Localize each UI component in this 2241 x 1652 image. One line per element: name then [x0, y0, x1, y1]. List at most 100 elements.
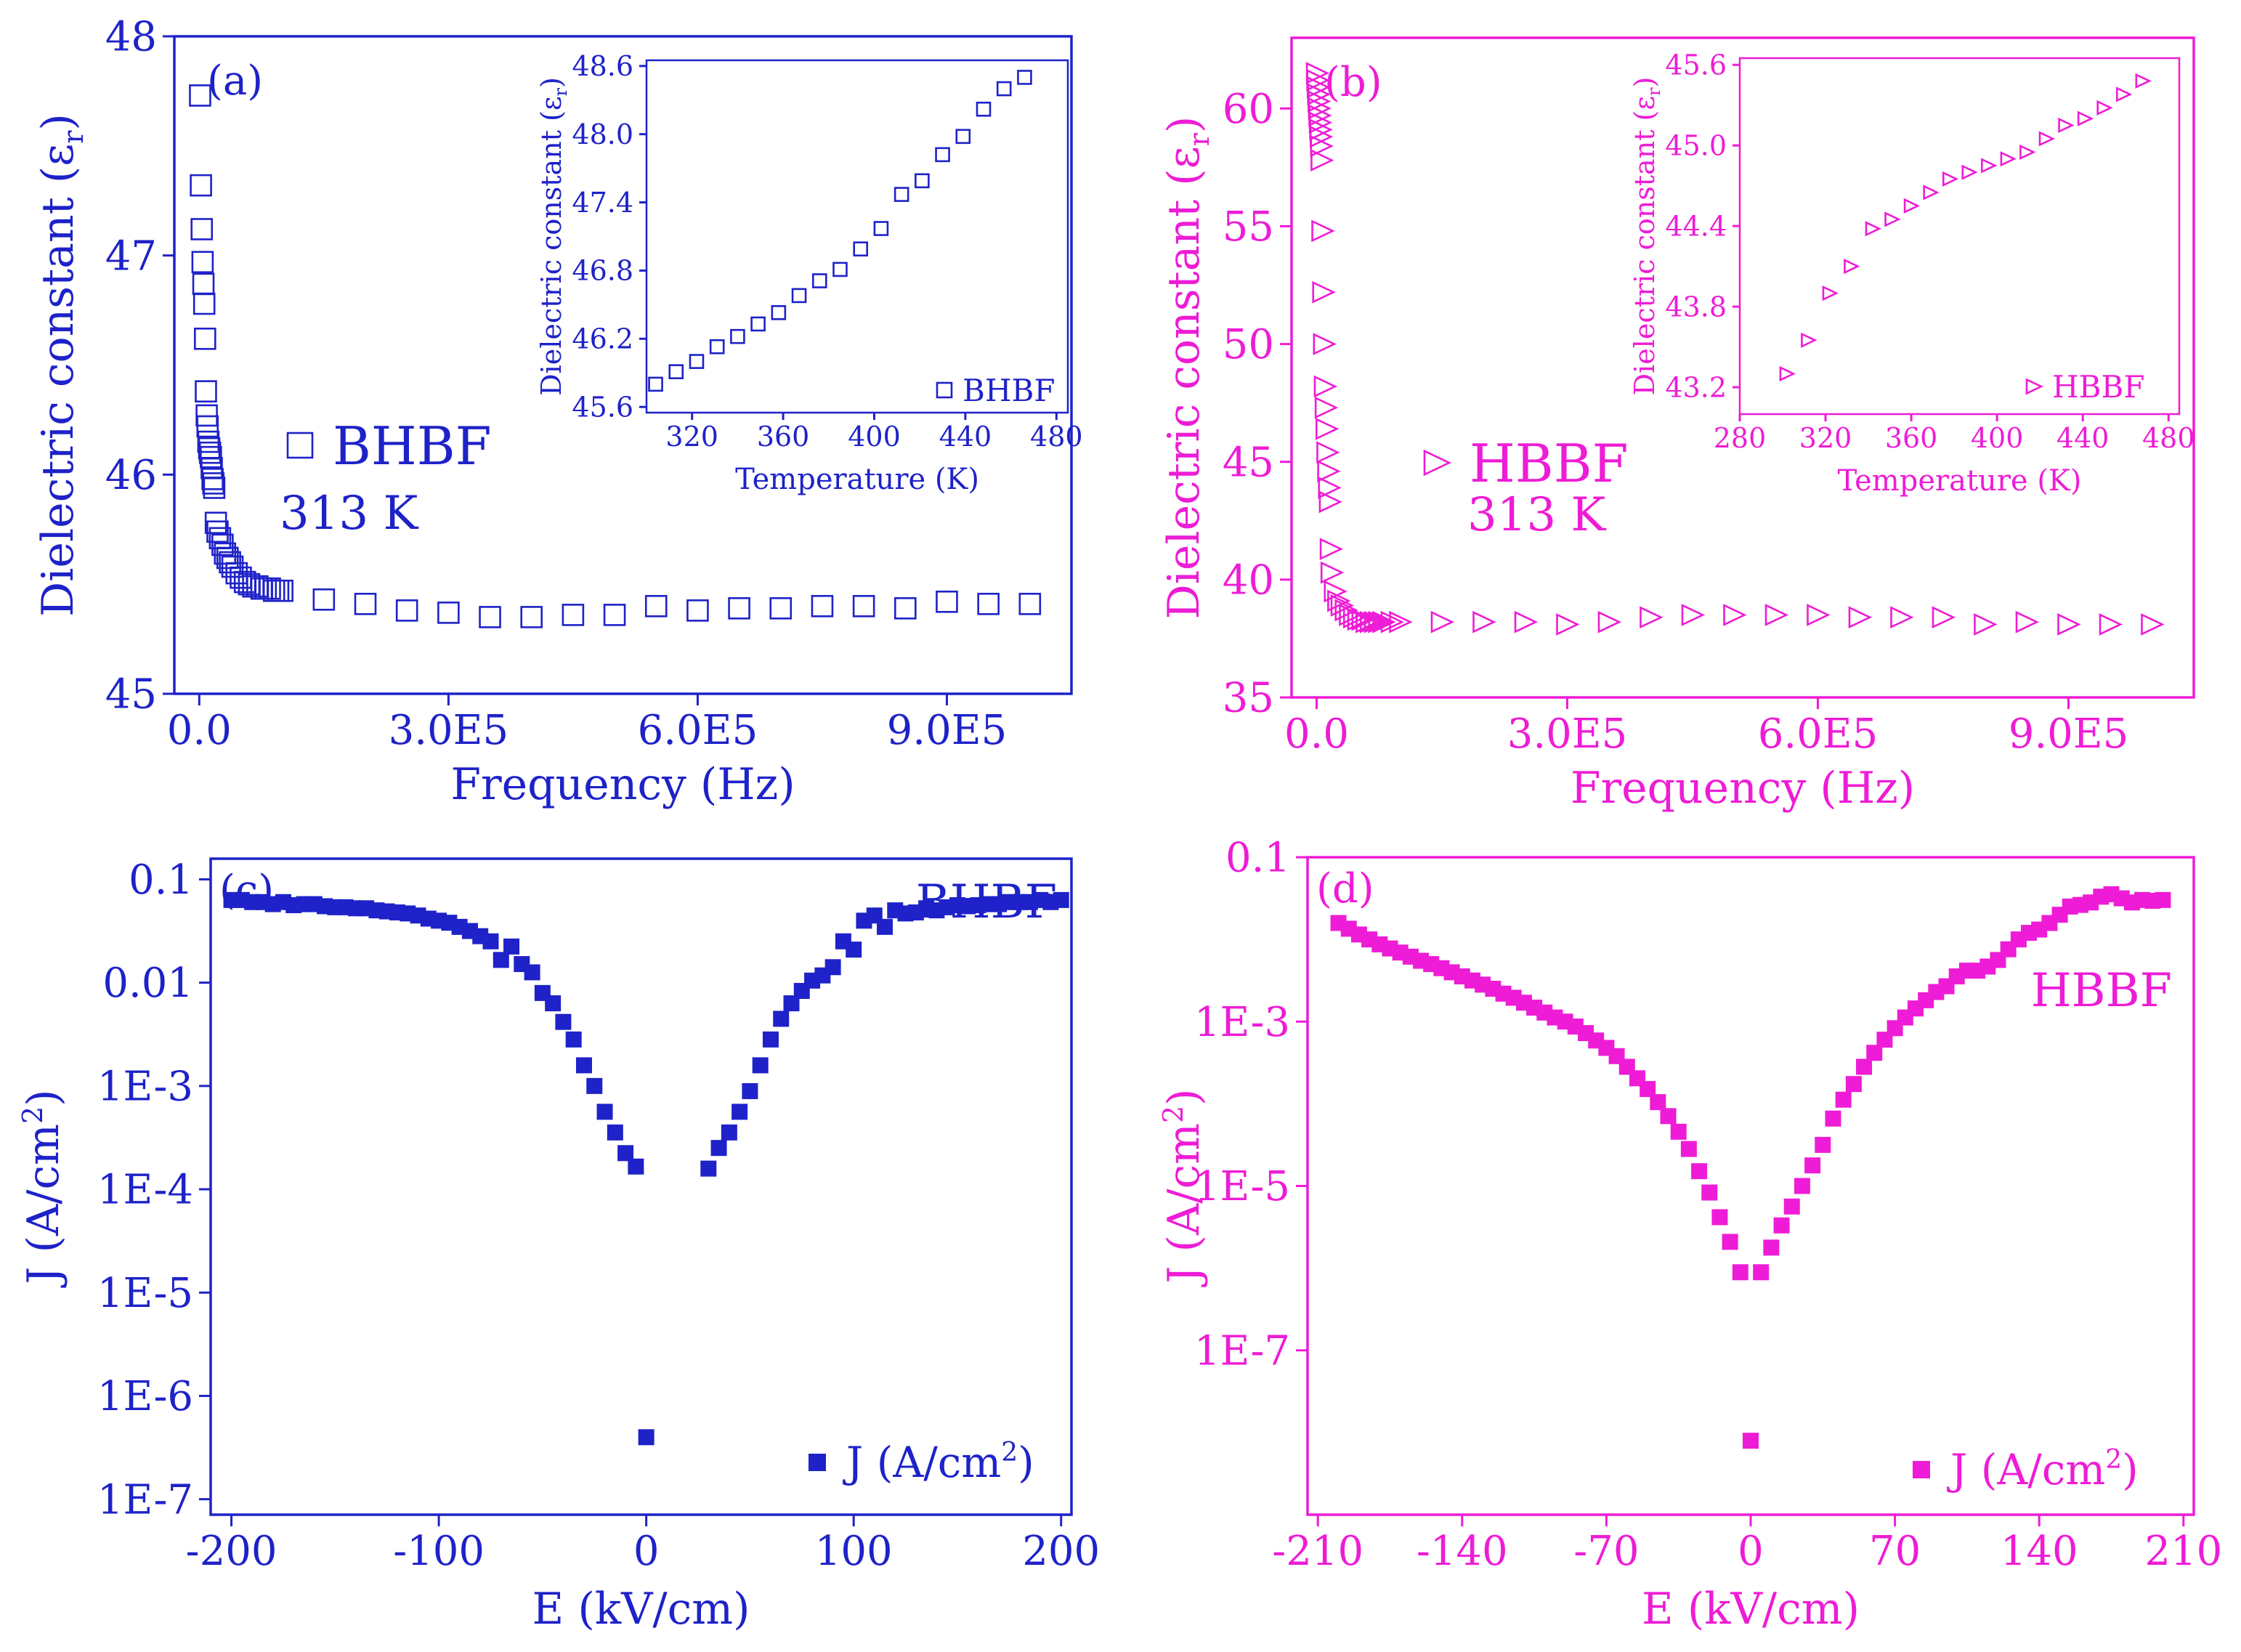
main-x-tick-label: 140 [2001, 1528, 2078, 1575]
inset-data-point [1822, 285, 1839, 301]
plot-frame [1306, 856, 2195, 1516]
legend-label: HBBF [1470, 433, 1629, 494]
inset-legend-marker [2025, 378, 2044, 395]
inset-data-point [1903, 198, 1921, 214]
data-point [1974, 613, 1998, 636]
inset-x-tick-label: 480 [2142, 422, 2195, 454]
main-x-tick-label: 0.0 [1284, 710, 1349, 758]
data-point [846, 942, 862, 958]
data-point [1389, 610, 1413, 633]
data-point [2141, 613, 2165, 636]
data-point [520, 606, 543, 628]
main-y-tick-label: 1E-7 [97, 1476, 193, 1523]
data-point [1311, 219, 1335, 243]
inset-data-point [2019, 144, 2036, 161]
data-point [700, 1160, 717, 1177]
inset-x-tick-label: 320 [665, 421, 718, 453]
data-point [493, 952, 509, 968]
data-point [1430, 610, 1455, 633]
inset-x-tick-label: 440 [2056, 422, 2110, 454]
temperature-annotation: 313 K [280, 487, 419, 540]
data-point [686, 599, 709, 622]
data-point [503, 938, 520, 955]
plot-frame [173, 35, 1073, 695]
data-point [1764, 604, 1789, 626]
data-point [1320, 561, 1345, 584]
inset-x-axis-label: Temperature (K) [735, 463, 979, 496]
main-y-tick-label: 1E-6 [97, 1373, 193, 1420]
data-point [1380, 610, 1405, 633]
data-point [203, 477, 226, 499]
data-point [893, 597, 917, 620]
inset-data-point [832, 262, 848, 278]
data-point [638, 1429, 655, 1446]
data-point [1866, 1045, 1883, 1061]
inset-data-point [730, 328, 745, 344]
inset-data-point [1942, 171, 1959, 187]
data-point [1773, 1217, 1790, 1234]
main-x-tick-label: 0 [1738, 1528, 1764, 1575]
temperature-annotation: 313 K [1467, 488, 1607, 542]
data-point [1753, 1264, 1770, 1281]
data-point [1640, 606, 1663, 629]
x-axis-label: Frequency (Hz) [450, 759, 795, 810]
legend-marker [809, 1454, 826, 1471]
data-point [1018, 593, 1042, 615]
main-y-tick-label: 0.01 [102, 960, 193, 1007]
main-x-tick-label: 6.0E5 [638, 707, 758, 754]
inset-x-tick-label: 320 [1799, 422, 1852, 454]
inset-data-point [2135, 73, 2152, 89]
data-point [395, 599, 418, 622]
main-y-tick-label: 35 [1223, 675, 1274, 722]
main-y-tick-label: 47 [105, 232, 157, 280]
data-point [783, 995, 800, 1012]
inset-y-tick-label: 46.2 [572, 323, 633, 355]
data-point [710, 1140, 727, 1157]
data-point [196, 415, 219, 438]
inset-data-point [1961, 164, 1978, 180]
inset-x-tick-label: 440 [939, 421, 992, 453]
y-axis-label: J (A/cm2) [17, 1089, 69, 1288]
legend-label: BHBF [333, 416, 492, 477]
main-y-tick-label: 45 [105, 671, 157, 718]
data-point [628, 1158, 644, 1175]
x-axis-label: E (kV/cm) [1642, 1584, 1860, 1635]
data-point [198, 437, 221, 460]
data-point [555, 1013, 572, 1030]
main-x-tick-label: -100 [393, 1528, 485, 1575]
data-point [565, 1031, 582, 1048]
data-point [1316, 417, 1340, 440]
data-point [762, 1031, 779, 1048]
inset-x-tick-label: 400 [1971, 422, 2024, 454]
main-y-tick-label: 0.1 [1225, 835, 1290, 882]
data-point [194, 327, 216, 350]
data-point [773, 1011, 790, 1027]
legend-label: J (A/cm2) [1947, 1445, 2139, 1494]
data-point [1804, 1157, 1821, 1174]
data-point [732, 1104, 748, 1120]
data-point [1640, 1081, 1656, 1098]
main-y-tick-label: 46 [105, 452, 157, 499]
data-point [575, 1057, 592, 1074]
inset-data-point [791, 288, 807, 304]
data-point [1807, 604, 1831, 626]
data-point [1681, 604, 1706, 626]
data-point [1825, 1110, 1841, 1127]
data-point [1794, 1178, 1810, 1194]
data-point [877, 918, 893, 935]
data-point [852, 595, 875, 618]
inset-frame [645, 59, 1069, 414]
inset-y-tick-label: 44.4 [1665, 210, 1727, 242]
main-x-tick-label: 0 [633, 1528, 660, 1575]
inset-data-point [2115, 86, 2133, 102]
data-point [545, 995, 562, 1012]
data-point [214, 542, 237, 565]
plot-frame [209, 857, 1073, 1516]
inset-y-tick-label: 43.8 [1665, 291, 1727, 323]
inset-data-point [893, 187, 909, 202]
inset-data-point [1801, 332, 1817, 348]
data-point [1053, 891, 1069, 908]
y-axis-label: J (A/cm2) [1157, 1088, 1209, 1287]
panel-label: (a) [207, 57, 263, 105]
